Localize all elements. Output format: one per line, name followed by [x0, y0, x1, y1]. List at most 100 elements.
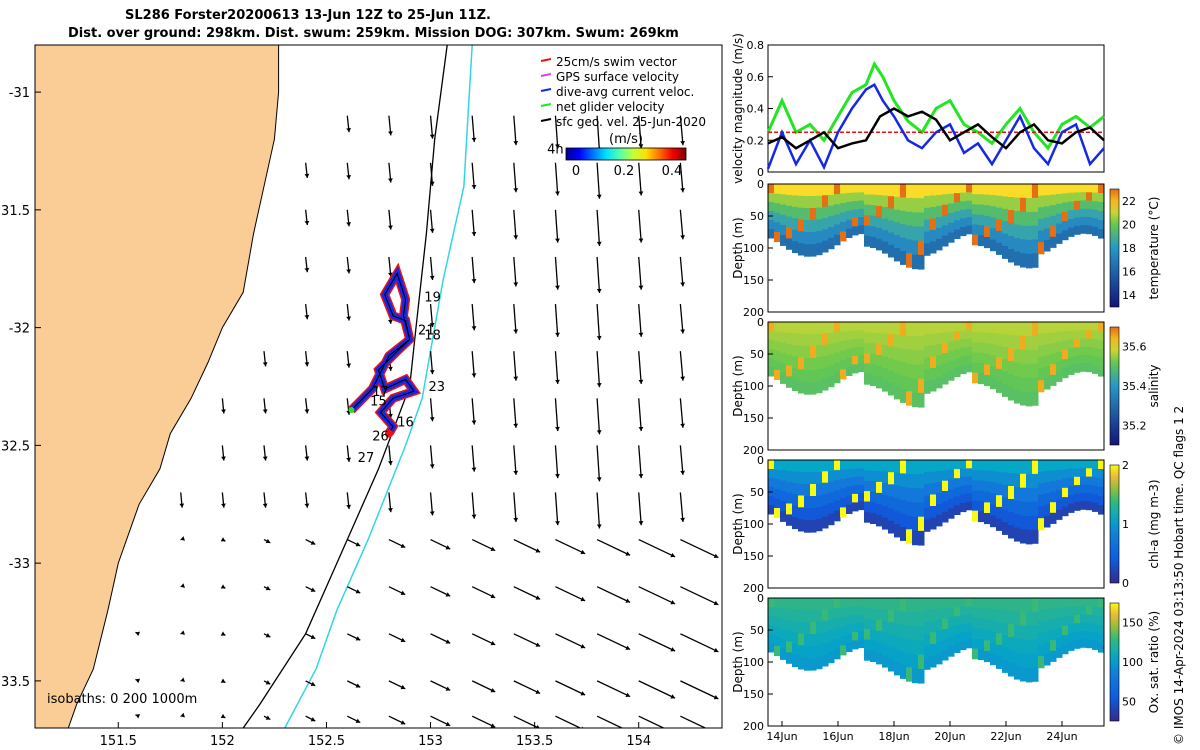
- section-cell: [864, 608, 871, 620]
- section-cell: [1074, 330, 1081, 340]
- section-cell: [864, 629, 871, 640]
- section-cell: [966, 606, 973, 616]
- section-cell: [954, 358, 961, 368]
- section-cell: [792, 367, 799, 380]
- geo-velocity-arrow-head: [471, 467, 477, 472]
- section-cell: [1026, 211, 1033, 227]
- section-cell: [996, 644, 1003, 658]
- section-cell: [786, 322, 793, 334]
- geo-velocity-arrow: [596, 256, 602, 294]
- geo-velocity-arrow: [471, 398, 477, 425]
- map-x-tick-label: 154: [626, 734, 651, 749]
- geo-velocity-arrow-head: [625, 645, 631, 650]
- section-cell: [990, 482, 997, 494]
- velocity-y-axis-label: velocity magnitude (m/s): [731, 33, 745, 184]
- map-x-tick-label: 152: [210, 734, 235, 749]
- geo-velocity-arrow-head: [513, 235, 519, 240]
- section-cell: [780, 184, 787, 195]
- section-cell: [774, 212, 781, 223]
- section-cell: [900, 638, 907, 653]
- section-cell: [960, 218, 967, 228]
- section-cell: [894, 347, 901, 361]
- section-cell: [984, 470, 991, 482]
- geo-velocity-arrow-shaft: [513, 715, 541, 728]
- section-cell: [978, 214, 985, 226]
- geo-velocity-arrow: [304, 209, 310, 226]
- geo-velocity-arrow: [471, 115, 477, 142]
- section-cell: [852, 631, 859, 641]
- geo-velocity-arrow-shaft: [554, 162, 559, 196]
- geo-velocity-arrow-head: [555, 379, 560, 384]
- section-cell: [1020, 211, 1027, 226]
- section-cell: [948, 351, 955, 362]
- section-cell: [840, 221, 847, 232]
- depth-tick-label: 100: [743, 380, 764, 393]
- section-cell: [906, 211, 913, 227]
- geo-velocity-arrow: [304, 351, 310, 367]
- section-cell: [942, 342, 949, 354]
- section-cell: [1050, 226, 1057, 238]
- section-cell: [816, 460, 823, 473]
- section-cell: [1056, 509, 1063, 520]
- section-cell: [1044, 217, 1051, 230]
- section-cell: [780, 618, 787, 630]
- geo-velocity-arrow-head: [535, 642, 541, 647]
- section-cell: [822, 494, 829, 506]
- geo-velocity-arrow: [304, 492, 310, 508]
- section-cell: [1002, 346, 1009, 360]
- section-cell: [828, 608, 835, 621]
- geo-velocity-arrow: [135, 714, 141, 719]
- geo-velocity-arrow-shaft: [513, 256, 517, 287]
- geo-velocity-arrow: [263, 680, 271, 685]
- section-cell: [948, 627, 955, 638]
- section-cell: [822, 206, 829, 219]
- geo-velocity-arrow: [180, 712, 185, 718]
- geo-velocity-arrow-head: [220, 678, 226, 683]
- section-cell: [1050, 491, 1057, 503]
- section-cell: [900, 375, 907, 390]
- section-cell: [810, 220, 817, 233]
- section-cell: [774, 193, 781, 204]
- geo-velocity-arrow-shaft: [471, 304, 475, 331]
- section-cell: [924, 345, 931, 359]
- geo-velocity-arrow-shaft: [513, 209, 517, 240]
- section-cell: [1050, 322, 1057, 334]
- section-cell: [1032, 184, 1039, 199]
- section-cell: [1086, 346, 1093, 356]
- section-cell: [834, 234, 841, 246]
- section-cell: [1056, 598, 1063, 609]
- geo-velocity-arrow-head: [355, 636, 361, 641]
- geo-velocity-arrow-head: [680, 140, 686, 146]
- section-cell: [972, 618, 979, 629]
- geo-velocity-arrow: [680, 633, 719, 653]
- geo-velocity-arrow: [638, 256, 644, 290]
- section-cell: [1056, 617, 1063, 629]
- section-cell: [864, 480, 871, 492]
- geo-velocity-arrow-head: [714, 730, 719, 734]
- geo-velocity-arrow-shaft: [471, 398, 475, 425]
- geo-velocity-arrow-head: [221, 456, 226, 461]
- geo-velocity-arrow-shaft: [638, 115, 642, 149]
- section-cell: [1050, 236, 1057, 248]
- geo-velocity-arrow: [346, 303, 352, 321]
- geo-velocity-arrow: [429, 492, 435, 516]
- section-cell: [1068, 495, 1075, 505]
- section-cell: [1050, 460, 1057, 472]
- geo-velocity-arrow: [388, 115, 393, 136]
- section-cell: [1056, 193, 1063, 205]
- section-cell: [792, 344, 799, 357]
- section-cell: [1056, 489, 1063, 501]
- section-cell: [870, 512, 877, 524]
- section-cell: [954, 607, 961, 617]
- geo-velocity-arrow: [262, 351, 268, 367]
- section-cell: [924, 495, 931, 508]
- legend-entry: sfc geo. vel. 25-Jun-2020: [556, 115, 706, 129]
- geo-velocity-arrow-head: [596, 383, 602, 388]
- geo-velocity-arrow-shaft: [596, 715, 624, 728]
- section-cell: [936, 343, 943, 356]
- section-cell: [972, 322, 979, 333]
- section-cell: [888, 472, 895, 485]
- section-cell: [1008, 525, 1015, 539]
- section-cell: [912, 322, 919, 337]
- section-cell: [870, 491, 877, 503]
